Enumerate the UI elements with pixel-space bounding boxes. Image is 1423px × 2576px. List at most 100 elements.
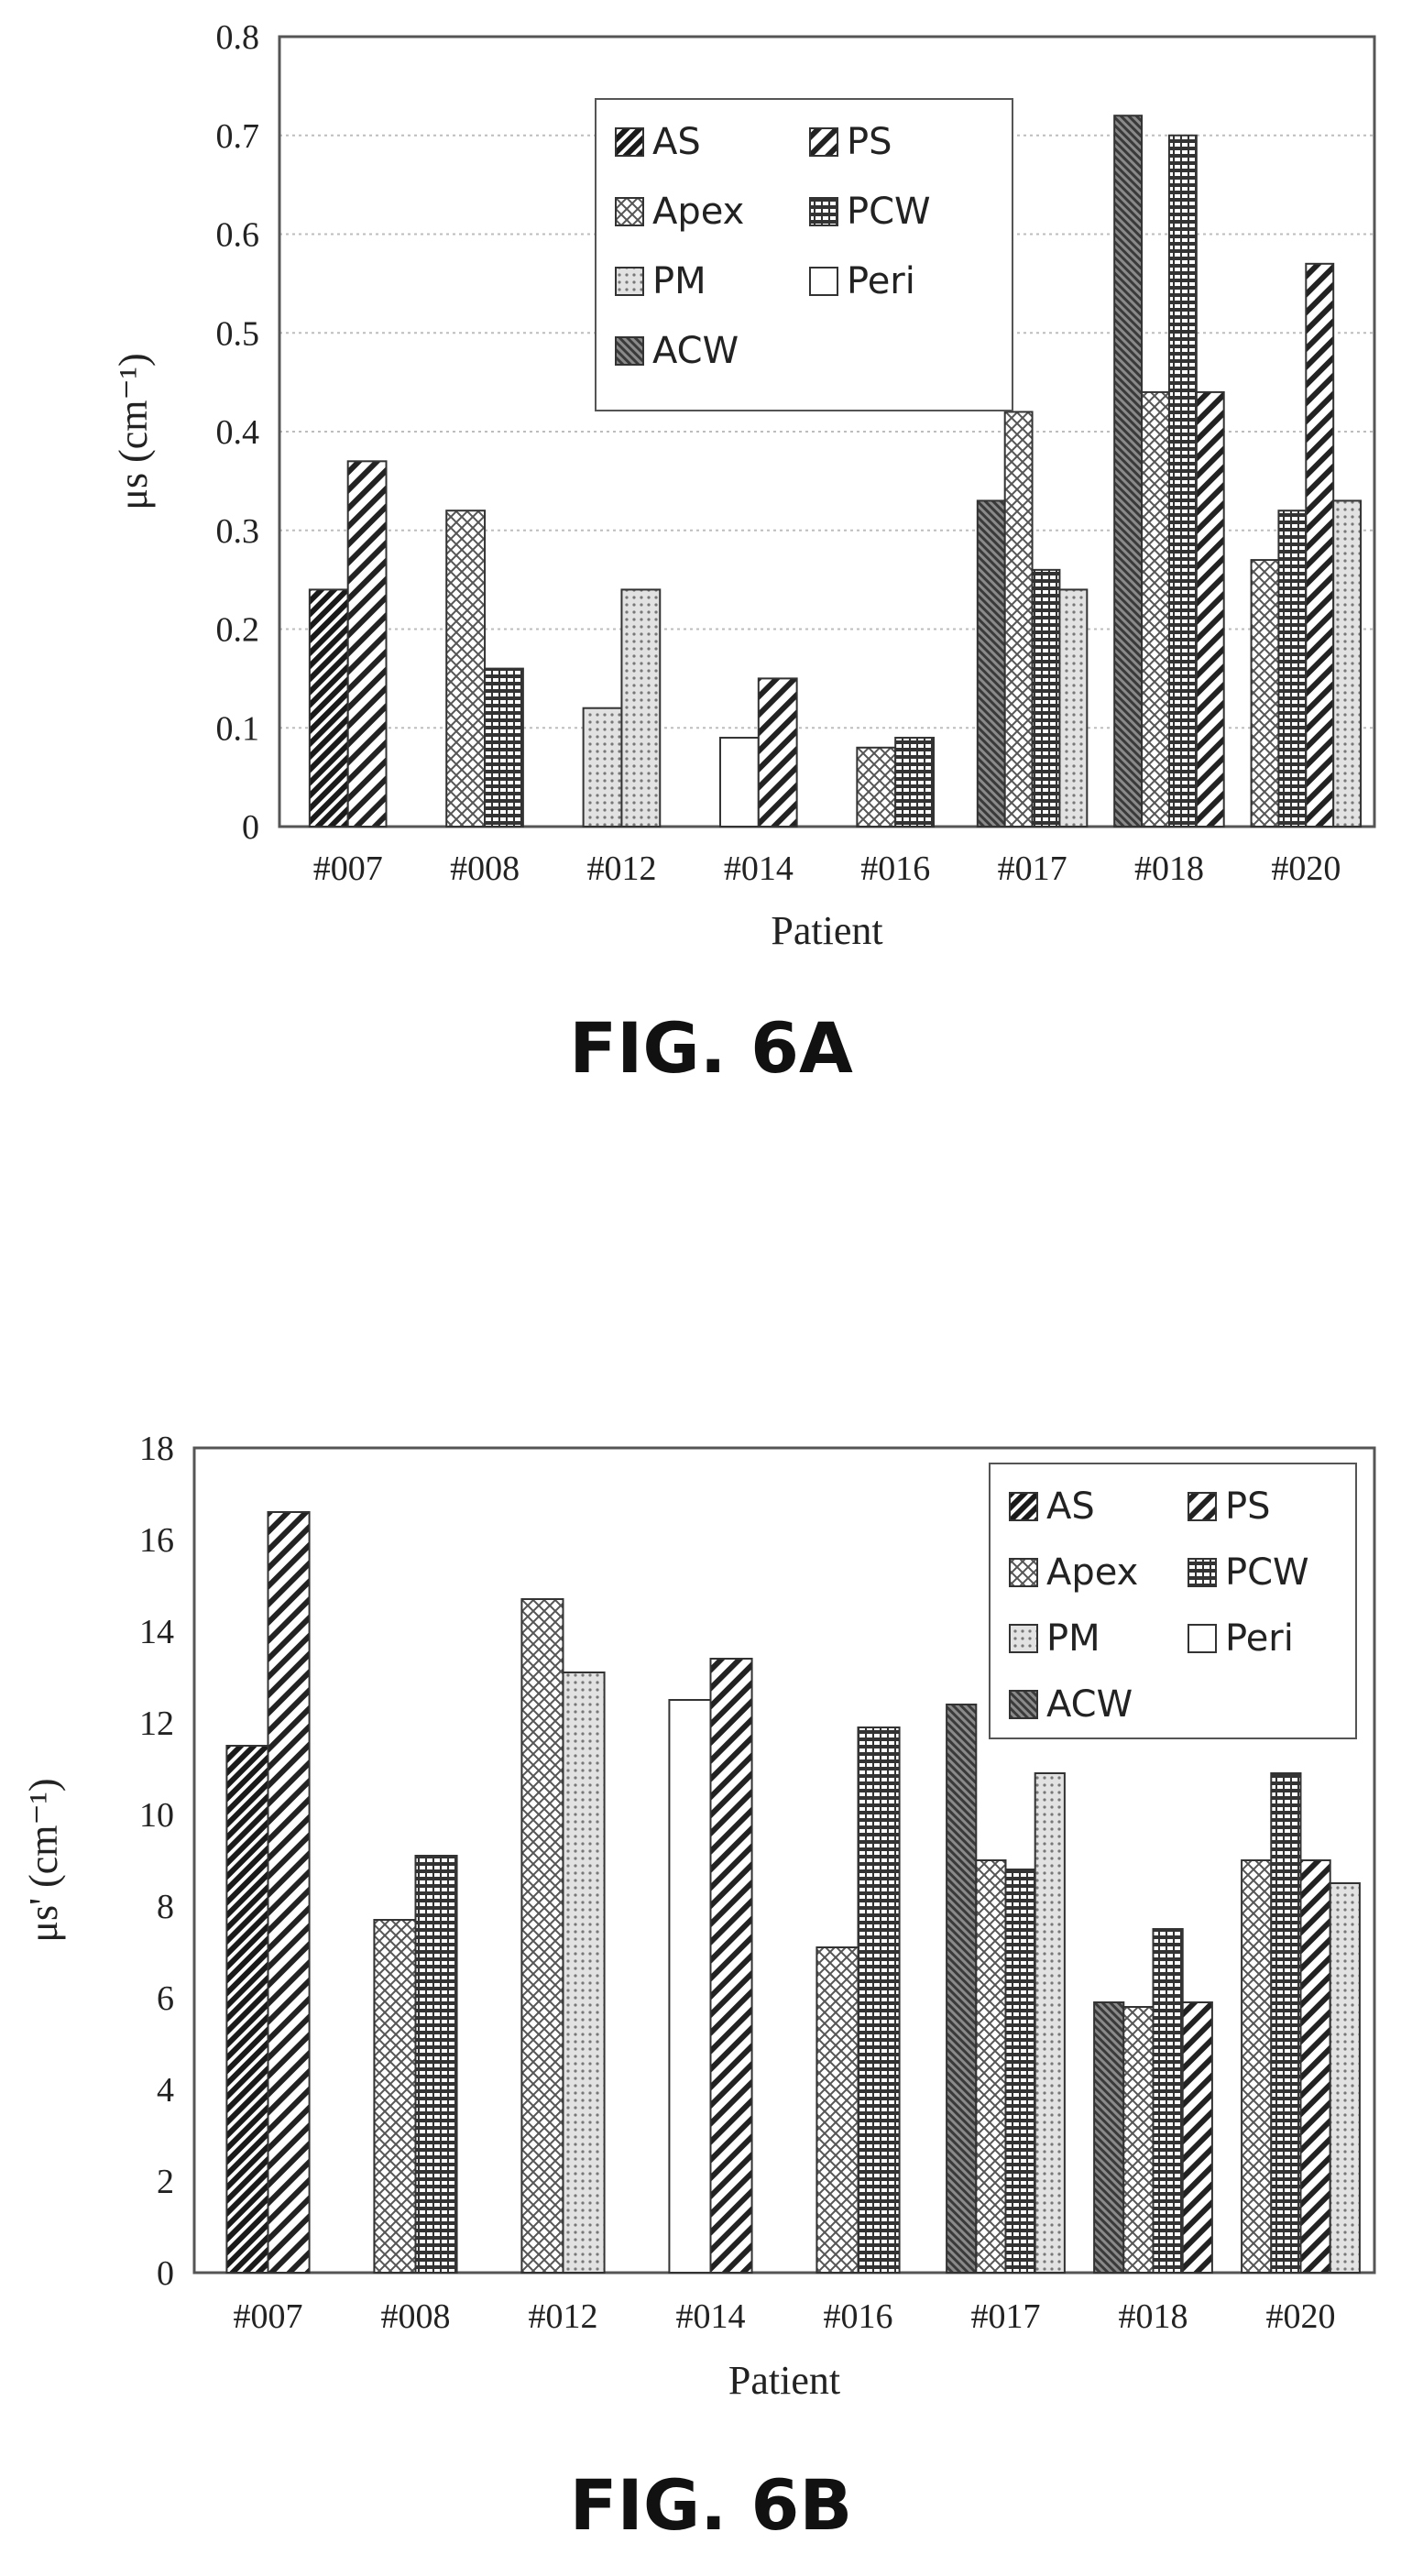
y-axis-title: μs' (cm⁻¹) <box>21 1778 66 1942</box>
y-tick-label: 0.5 <box>216 314 260 353</box>
y-tick-label: 6 <box>157 1979 174 2018</box>
bar-018-pcw <box>1152 1928 1184 2274</box>
plot-frame <box>192 1446 1376 2275</box>
bar-014-ps <box>709 1658 753 2274</box>
legend-swatch-ps <box>1188 1492 1217 1521</box>
legend-label-apex: Apex <box>1046 1551 1138 1594</box>
legend-swatch-acw <box>615 336 644 366</box>
y-tick-label: 0.4 <box>216 413 260 452</box>
y-tick-label: 18 <box>139 1430 174 1468</box>
x-tick-label: #017 <box>998 850 1067 888</box>
bar-020-ps <box>1299 1859 1331 2274</box>
legend-swatch-pm <box>1009 1624 1038 1653</box>
y-tick-label: 0.1 <box>216 709 260 748</box>
x-axis-title: Patient <box>771 908 882 953</box>
bar-016-apex <box>815 1946 859 2274</box>
bar-008-pcw <box>484 667 524 828</box>
bar-020-apex <box>1241 1859 1273 2274</box>
bar-018-apex <box>1122 2006 1155 2274</box>
bar-007-as <box>225 1745 269 2274</box>
bar-020-pcw <box>1277 510 1308 828</box>
bar-017-acw <box>946 1704 978 2274</box>
legend-label-acw: ACW <box>1046 1683 1133 1726</box>
bar-008-apex <box>373 1919 417 2274</box>
x-tick-label: #016 <box>860 850 930 888</box>
bar-020-apex <box>1250 559 1280 828</box>
x-tick-label: #014 <box>676 2297 746 2336</box>
legend: AS PS Apex PCW PM Peri ACW <box>989 1463 1357 1739</box>
x-tick-label: #018 <box>1119 2297 1188 2336</box>
x-axis-title: Patient <box>728 2358 840 2403</box>
legend-swatch-ps <box>809 127 838 157</box>
y-tick-label: 10 <box>139 1796 174 1835</box>
bar-020-ps <box>1305 262 1335 828</box>
legend-box <box>595 98 1013 411</box>
bar-007-as <box>308 588 349 828</box>
bar-012-pm <box>582 707 623 828</box>
legend-swatch-as <box>615 127 644 157</box>
bar-012-pm <box>620 588 662 828</box>
bar-016-apex <box>856 746 897 828</box>
y-tick-label: 0.8 <box>216 18 260 57</box>
chart-6a: 0 0.1 0.2 0.3 0.4 0.5 0.6 0.7 0.8 #007 #008 #012 #01… <box>111 18 1376 1089</box>
bar-016-pcw <box>894 737 936 828</box>
bar-017-apex <box>975 1859 1007 2274</box>
bar-018-acw <box>1093 2001 1125 2274</box>
x-tick-label: #020 <box>1271 850 1341 888</box>
bar-012-pm <box>562 1672 606 2274</box>
y-tick-label: 0 <box>242 808 259 847</box>
x-tick-label: #018 <box>1134 850 1204 888</box>
x-tick-label: #017 <box>971 2297 1041 2336</box>
x-tick-label: #008 <box>381 2297 451 2336</box>
bar-017-pm <box>1034 1772 1066 2274</box>
legend: AS PS Apex PCW PM Peri ACW <box>595 98 1013 411</box>
x-tick-label: #012 <box>529 2297 598 2336</box>
legend-box <box>989 1463 1357 1739</box>
y-tick-label: 0.2 <box>216 611 260 650</box>
x-tick-label: #007 <box>234 2297 303 2336</box>
legend-label-pcw: PCW <box>847 191 931 233</box>
legend-swatch-peri <box>809 267 838 296</box>
figure-label: FIG. 6A <box>569 1007 853 1089</box>
bar-008-apex <box>445 510 487 828</box>
legend-swatch-peri <box>1188 1624 1217 1653</box>
bar-007-ps <box>267 1511 311 2274</box>
legend-label-peri: Peri <box>847 260 915 302</box>
y-tick-label: 0 <box>157 2254 174 2293</box>
bar-017-apex <box>1003 411 1034 828</box>
bar-017-pcw <box>1031 568 1061 828</box>
legend-label-as: AS <box>1046 1485 1095 1528</box>
x-tick-label: #007 <box>313 850 383 888</box>
figure-label: FIG. 6B <box>570 2464 853 2546</box>
y-tick-label: 4 <box>157 2071 174 2110</box>
bar-017-pm <box>1058 588 1089 828</box>
bar-018-ps <box>1181 2001 1213 2274</box>
bar-017-acw <box>976 499 1006 828</box>
bar-016-pcw <box>857 1726 901 2274</box>
y-tick-label: 0.3 <box>216 512 260 551</box>
legend-swatch-apex <box>615 197 644 226</box>
bar-018-apex <box>1141 390 1170 828</box>
plot-frame <box>278 35 1376 828</box>
legend-swatch-acw <box>1009 1690 1038 1719</box>
x-tick-label: #014 <box>724 850 794 888</box>
legend-label-apex: Apex <box>652 191 744 233</box>
legend-label-pm: PM <box>652 260 706 302</box>
legend-label-peri: Peri <box>1225 1617 1294 1660</box>
y-axis-title: μs (cm⁻¹) <box>111 353 156 510</box>
bar-020-pcw <box>1270 1772 1302 2274</box>
legend-swatch-pcw <box>1188 1558 1217 1587</box>
bar-018-pcw <box>1167 134 1198 828</box>
y-tick-label: 0.6 <box>216 216 260 255</box>
legend-swatch-pm <box>615 267 644 296</box>
legend-swatch-as <box>1009 1492 1038 1521</box>
y-tick-label: 16 <box>139 1521 174 1560</box>
bar-008-pcw <box>414 1855 458 2274</box>
legend-label-as: AS <box>652 121 701 163</box>
bar-020-pm <box>1329 1882 1361 2274</box>
y-tick-label: 12 <box>139 1705 174 1743</box>
bar-007-ps <box>346 460 388 828</box>
y-tick-label: 2 <box>157 2163 174 2201</box>
bar-020-pm <box>1332 499 1363 828</box>
